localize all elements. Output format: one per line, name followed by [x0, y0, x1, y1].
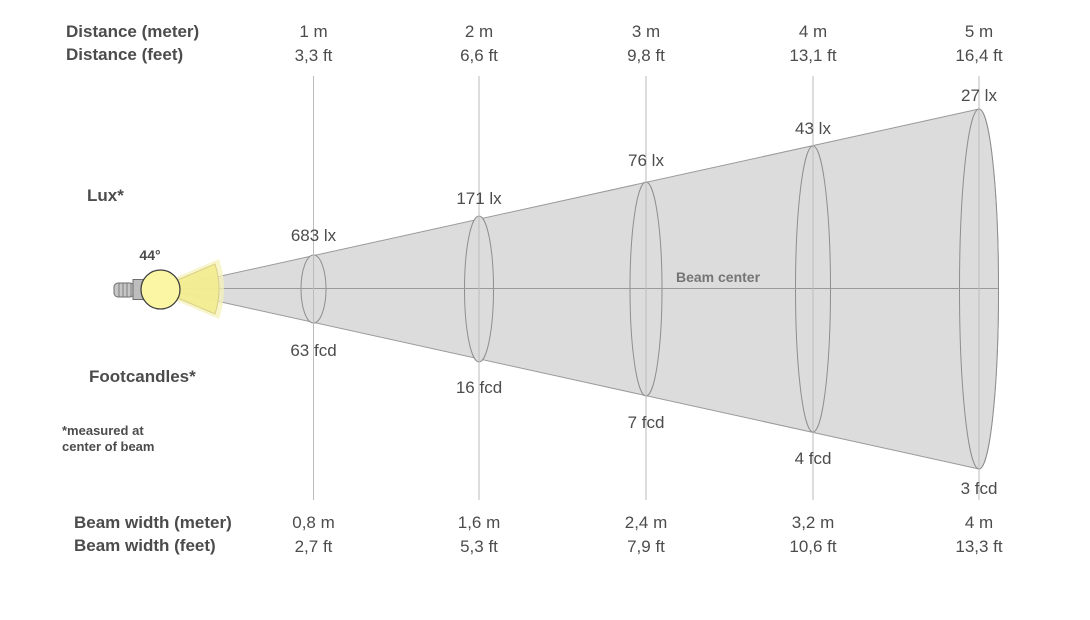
beam-center-label: Beam center	[676, 269, 761, 285]
beam-width-feet-label: Beam width (feet)	[74, 536, 216, 555]
distance-values-3m: 3 m 9,8 ft	[586, 20, 706, 68]
beam-width-meter-label: Beam width (meter)	[74, 513, 232, 532]
beam-width-ft-value: 5,3 ft	[460, 537, 498, 556]
distance-values-2m: 2 m 6,6 ft	[419, 20, 539, 68]
beam-width-ft-value: 13,3 ft	[955, 537, 1003, 556]
beam-width-ft-value: 2,7 ft	[294, 537, 333, 556]
distance-m-value: 2 m	[464, 22, 494, 41]
bulb-flare-inner	[172, 263, 220, 315]
distance-values-1m: 1 m 3,3 ft	[254, 20, 374, 68]
distance-values-4m: 4 m 13,1 ft	[753, 20, 873, 68]
lux-value-5m: 27 lx	[961, 86, 997, 105]
distance-ft-value: 13,1 ft	[789, 46, 837, 65]
beam-angle-label: 44°	[139, 247, 161, 263]
footcandles-value-4m: 4 fcd	[794, 449, 832, 468]
beam-width-m-value: 4 m	[964, 513, 994, 532]
beam-width-m-value: 2,4 m	[624, 513, 668, 532]
beam-width-values-4m: 3,2 m 10,6 ft	[753, 511, 873, 559]
distance-m-value: 1 m	[299, 22, 328, 41]
footcandles-value-5m: 3 fcd	[960, 479, 998, 498]
footnote: *measured at center of beam	[62, 423, 154, 455]
distance-m-value: 5 m	[964, 22, 994, 41]
footcandles-label: Footcandles*	[89, 367, 196, 386]
distance-ft-value: 6,6 ft	[460, 46, 498, 65]
distance-ft-value: 3,3 ft	[294, 46, 333, 65]
footcandles-value-2m: 16 fcd	[455, 378, 503, 397]
bulb-globe	[140, 269, 181, 310]
footnote-line2: center of beam	[62, 439, 155, 454]
beam-width-values-2m: 1,6 m 5,3 ft	[419, 511, 539, 559]
lux-value-2m: 171 lx	[456, 189, 502, 208]
beam-width-m-value: 0,8 m	[292, 513, 335, 532]
lux-label: Lux*	[87, 186, 124, 205]
distance-values-5m: 5 m 16,4 ft	[919, 20, 1039, 68]
beam-width-values-1m: 0,8 m 2,7 ft	[254, 511, 374, 559]
footcandles-value-3m: 7 fcd	[627, 413, 665, 432]
distance-feet-label: Distance (feet)	[66, 45, 184, 64]
lux-value-3m: 76 lx	[628, 151, 664, 170]
distance-ft-value: 16,4 ft	[955, 46, 1003, 65]
distance-m-value: 3 m	[631, 22, 661, 41]
lux-value-1m: 683 lx	[290, 226, 337, 245]
distance-ft-value: 9,8 ft	[627, 46, 665, 65]
footnote-line1: *measured at	[62, 423, 144, 438]
beam-width-m-value: 3,2 m	[791, 513, 835, 532]
beam-width-header: Beam width (meter) Beam width (feet)	[74, 511, 232, 557]
beam-width-values-3m: 2,4 m 7,9 ft	[586, 511, 706, 559]
distance-meter-label: Distance (meter)	[66, 22, 200, 41]
beam-width-ft-value: 10,6 ft	[789, 537, 837, 556]
beam-width-values-5m: 4 m 13,3 ft	[919, 511, 1039, 559]
distance-header: Distance (meter) Distance (feet)	[66, 20, 199, 66]
lux-value-4m: 43 lx	[795, 119, 831, 138]
beam-width-ft-value: 7,9 ft	[627, 537, 665, 556]
light-bulb-icon	[113, 259, 224, 319]
beam-width-m-value: 1,6 m	[457, 513, 501, 532]
footcandles-value-1m: 63 fcd	[290, 341, 337, 360]
distance-m-value: 4 m	[798, 22, 828, 41]
